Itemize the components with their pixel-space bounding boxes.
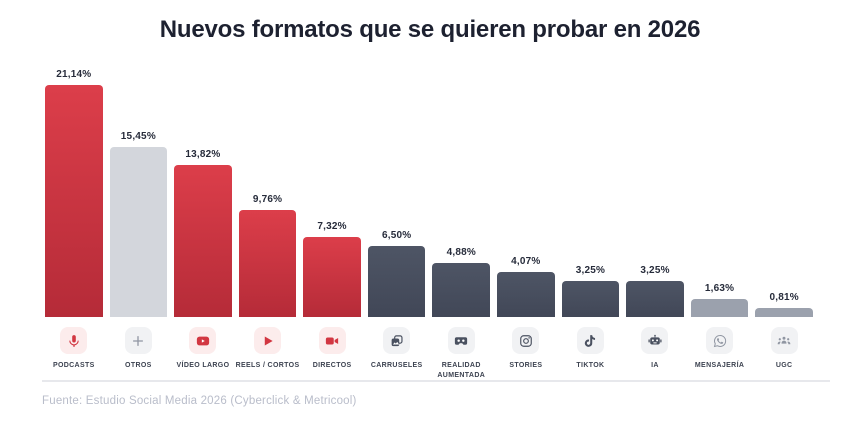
- bar-category-label: IA: [651, 362, 659, 369]
- whatsapp-icon: [713, 334, 727, 348]
- bar: [45, 84, 103, 317]
- bar-category-label: REALIDAD AUMENTADA: [437, 362, 486, 379]
- bar-value-label: 0,81%: [769, 292, 799, 304]
- bar: [561, 281, 620, 317]
- icon-chip: [383, 327, 411, 354]
- bar-value-label: 6,50%: [382, 229, 412, 241]
- bar-category-label: MENSAJERÍA: [694, 362, 745, 369]
- category-item: IA: [626, 327, 684, 373]
- bar-chart: 21,14% 15,45% 13,82% 9,76% 7,32% 6,50% 4…: [45, 65, 813, 317]
- bar-column: 13,82%: [174, 149, 232, 317]
- icon-chip: [318, 327, 346, 354]
- category-item: REALIDAD AUMENTADA: [432, 327, 490, 379]
- users-icon: [777, 334, 791, 348]
- category-item: STORIES: [497, 327, 555, 373]
- bar: [109, 147, 168, 317]
- carousel-icon: [390, 334, 404, 348]
- bar: [174, 165, 232, 317]
- category-item: REELS / CORTOS: [236, 327, 299, 373]
- bar-column: 3,25%: [626, 265, 684, 317]
- source-text: Fuente: Estudio Social Media 2026 (Cyber…: [42, 394, 357, 407]
- bar-category-label: UGC: [775, 362, 793, 369]
- tiktok-icon: [583, 334, 597, 348]
- bar: [367, 245, 426, 317]
- bar: [432, 263, 491, 317]
- youtube-icon: [196, 334, 210, 348]
- bar-column: 0,81%: [755, 292, 813, 317]
- bar: [497, 272, 555, 317]
- category-item: CARRUSELES: [368, 327, 426, 373]
- category-item: MENSAJERÍA: [691, 327, 749, 373]
- category-axis: PODCASTS OTROS VÍDEO LARGO REELS / CORTO…: [45, 327, 813, 379]
- category-item: VÍDEO LARGO: [174, 327, 232, 373]
- robot-icon: [648, 334, 662, 348]
- bar-category-label: STORIES: [509, 362, 543, 369]
- bar-value-label: 21,14%: [56, 68, 92, 80]
- bar-category-label: TIKTOK: [576, 362, 605, 369]
- bar: [755, 308, 813, 317]
- category-item: DIRECTOS: [303, 327, 361, 373]
- video-camera-icon: [325, 334, 339, 348]
- bar-category-label: PODCASTS: [52, 362, 95, 369]
- microphone-icon: [67, 334, 81, 348]
- category-item: PODCASTS: [45, 327, 103, 373]
- chart-title: Nuevos formatos que se quieren probar en…: [159, 16, 701, 43]
- icon-chip: [512, 327, 540, 354]
- bar-value-label: 9,76%: [252, 193, 283, 205]
- icon-chip: [60, 327, 88, 354]
- icon-chip: [641, 327, 669, 354]
- bar-column: 7,32%: [303, 220, 361, 317]
- bar-value-label: 13,82%: [185, 149, 221, 160]
- bar-value-label: 4,88%: [446, 247, 476, 259]
- divider: [42, 380, 830, 382]
- bar-column: 21,14%: [45, 68, 103, 317]
- bar-category-label: CARRUSELES: [370, 362, 423, 369]
- bar-category-label: REELS / CORTOS: [235, 362, 300, 369]
- bar-value-label: 3,25%: [575, 265, 606, 277]
- bar: [238, 209, 297, 317]
- bar-column: 3,25%: [561, 265, 620, 317]
- bar-column: 9,76%: [238, 193, 297, 317]
- bar-column: 15,45%: [109, 131, 168, 317]
- icon-chip: [770, 327, 798, 354]
- vr-headset-icon: [454, 334, 468, 348]
- bar-value-label: 3,25%: [640, 265, 670, 277]
- category-item: OTROS: [110, 327, 168, 373]
- bar-column: 6,50%: [367, 229, 426, 317]
- play-icon: [261, 334, 275, 348]
- bar-category-label: OTROS: [125, 362, 152, 369]
- bar-column: 1,63%: [690, 283, 749, 317]
- bar-value-label: 1,63%: [704, 283, 735, 295]
- plus-icon: [131, 334, 145, 348]
- bar-column: 4,07%: [497, 256, 555, 317]
- category-item: TIKTOK: [562, 327, 620, 373]
- icon-chip: [576, 327, 604, 354]
- chart-card: Nuevos formatos que se quieren probar en…: [0, 16, 860, 433]
- bar-value-label: 7,32%: [317, 220, 347, 232]
- icon-chip: [189, 327, 217, 354]
- bar: [690, 299, 749, 317]
- icon-chip: [706, 327, 734, 354]
- category-item: UGC: [755, 327, 813, 373]
- bar-value-label: 4,07%: [511, 256, 541, 268]
- icon-chip: [447, 327, 475, 354]
- bar-value-label: 15,45%: [120, 131, 156, 143]
- icon-chip: [124, 327, 152, 354]
- instagram-icon: [519, 334, 533, 348]
- bar-category-label: VÍDEO LARGO: [176, 362, 230, 369]
- bar-column: 4,88%: [432, 247, 491, 317]
- bar: [303, 236, 361, 317]
- bar: [626, 281, 684, 317]
- icon-chip: [254, 327, 282, 354]
- bar-category-label: DIRECTOS: [312, 362, 352, 369]
